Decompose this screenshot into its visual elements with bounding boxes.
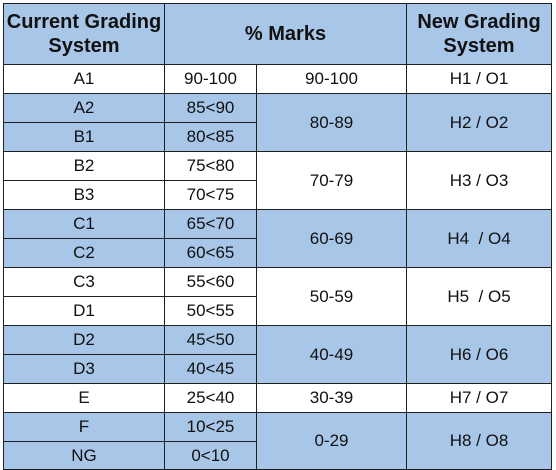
marks-cell: 45<50 — [164, 325, 257, 355]
new-grade-cell: H5 / O5 — [406, 267, 552, 326]
current-grade-cell: A2 — [3, 93, 165, 123]
range-cell: 50-59 — [256, 267, 407, 326]
marks-cell: 90-100 — [164, 64, 257, 94]
header-percent-marks: % Marks — [164, 3, 407, 65]
new-grade-cell: H8 / O8 — [406, 412, 552, 470]
current-grade-cell: NG — [3, 441, 165, 470]
current-grade-cell: E — [3, 383, 165, 413]
current-grade-cell: B2 — [3, 151, 165, 181]
range-cell: 30-39 — [256, 383, 407, 413]
marks-cell: 85<90 — [164, 93, 257, 123]
table-row: C1 65<70 60-69 H4 / O4 — [3, 209, 552, 268]
header-row: Current Grading System % Marks New Gradi… — [3, 3, 552, 65]
current-grade-cell: A1 — [3, 64, 165, 94]
header-current-grading-system: Current Grading System — [3, 3, 165, 65]
current-grade-cell: B1 — [3, 122, 165, 152]
new-grade-cell: H6 / O6 — [406, 325, 552, 384]
marks-cell: 40<45 — [164, 354, 257, 384]
new-grade-cell: H1 / O1 — [406, 64, 552, 94]
table-row: C3 55<60 50-59 H5 / O5 — [3, 267, 552, 326]
marks-cell: 10<25 — [164, 412, 257, 442]
range-cell: 40-49 — [256, 325, 407, 384]
marks-cell: 0<10 — [164, 441, 257, 470]
current-grade-cell: D2 — [3, 325, 165, 355]
table-row: A1 90-100 90-100 H1 / O1 — [3, 64, 552, 94]
current-grade-cell: F — [3, 412, 165, 442]
new-grade-cell: H3 / O3 — [406, 151, 552, 210]
current-grade-cell: D1 — [3, 296, 165, 326]
grading-table: Current Grading System % Marks New Gradi… — [3, 3, 552, 470]
table-row: D1 50<55 — [3, 296, 552, 326]
table-row: E 25<40 30-39 H7 / O7 — [3, 383, 552, 413]
table-row: B1 80<85 — [3, 122, 552, 152]
current-grade-cell: B3 — [3, 180, 165, 210]
table-row: B2 75<80 70-79 H3 / O3 — [3, 151, 552, 210]
range-cell: 0-29 — [256, 412, 407, 470]
marks-cell: 60<65 — [164, 238, 257, 268]
marks-cell: 80<85 — [164, 122, 257, 152]
range-cell: 80-89 — [256, 93, 407, 152]
table-row: NG 0<10 — [3, 441, 552, 470]
current-grade-cell: C3 — [3, 267, 165, 297]
new-grade-cell: H4 / O4 — [406, 209, 552, 268]
new-grade-cell: H2 / O2 — [406, 93, 552, 152]
table-row: D3 40<45 — [3, 354, 552, 384]
header-new-grading-system: New Grading System — [406, 3, 552, 65]
current-grade-cell: D3 — [3, 354, 165, 384]
range-cell: 90-100 — [256, 64, 407, 94]
current-grade-cell: C2 — [3, 238, 165, 268]
table-row: A2 85<90 80-89 H2 / O2 — [3, 93, 552, 152]
marks-cell: 75<80 — [164, 151, 257, 181]
table-row: C2 60<65 — [3, 238, 552, 268]
marks-cell: 70<75 — [164, 180, 257, 210]
marks-cell: 55<60 — [164, 267, 257, 297]
marks-cell: 50<55 — [164, 296, 257, 326]
current-grade-cell: C1 — [3, 209, 165, 239]
table-row: F 10<25 0-29 H8 / O8 — [3, 412, 552, 470]
marks-cell: 25<40 — [164, 383, 257, 413]
table-row: D2 45<50 40-49 H6 / O6 — [3, 325, 552, 384]
marks-cell: 65<70 — [164, 209, 257, 239]
new-grade-cell: H7 / O7 — [406, 383, 552, 413]
range-cell: 60-69 — [256, 209, 407, 268]
range-cell: 70-79 — [256, 151, 407, 210]
